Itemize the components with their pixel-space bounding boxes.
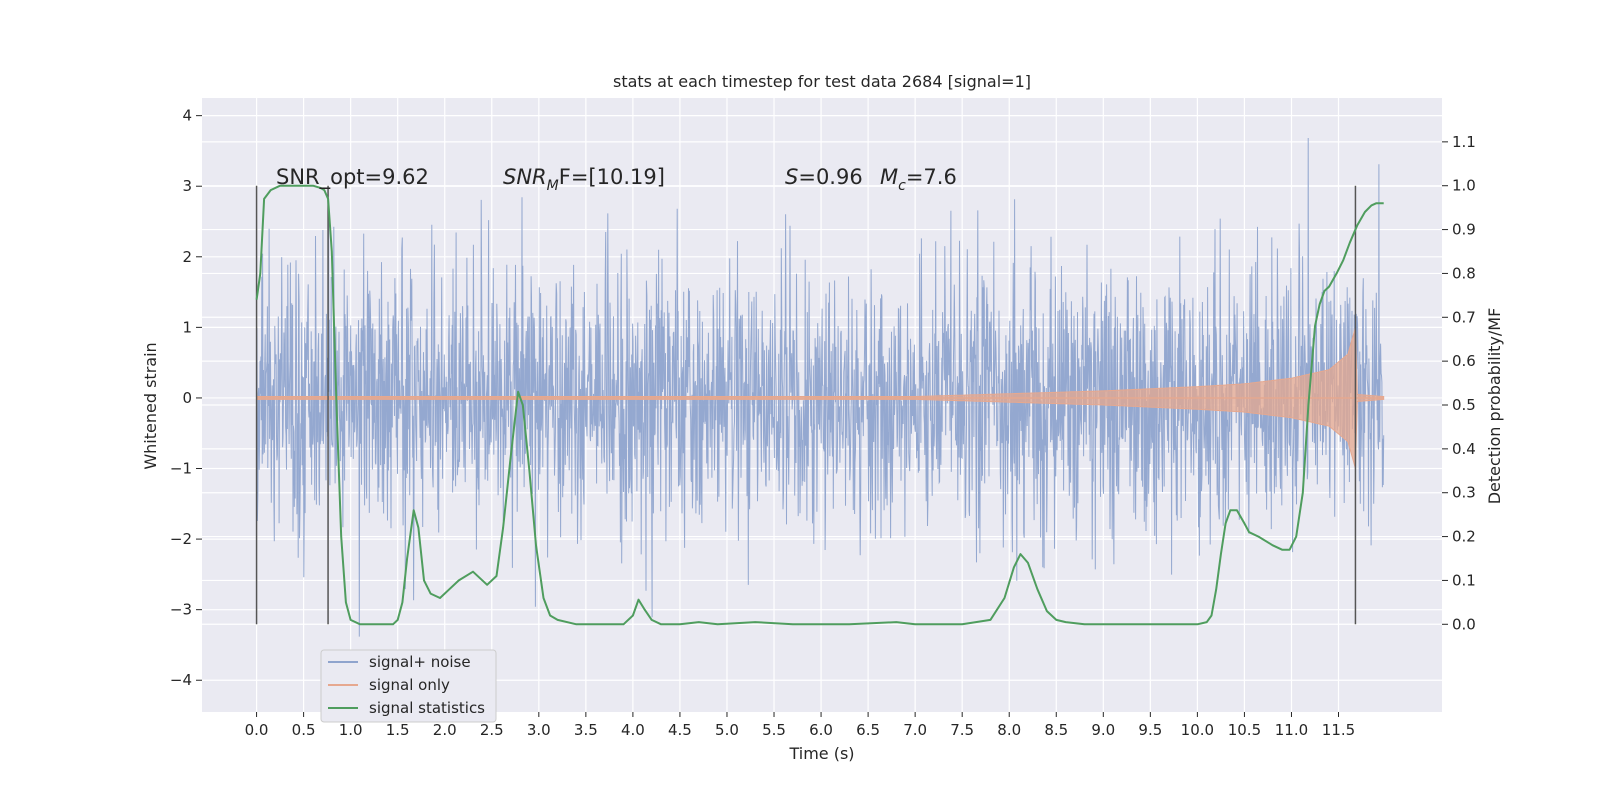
annotation-mc: Mc=7.6: [880, 165, 957, 194]
legend-label-signal-only: signal only: [369, 676, 450, 694]
x-tick-label: 10.5: [1228, 721, 1261, 739]
s-symbol: S: [785, 165, 798, 189]
x-tick-label: 1.5: [386, 721, 410, 739]
chart-title: stats at each timestep for test data 268…: [613, 72, 1031, 91]
x-tick-label: 9.5: [1138, 721, 1162, 739]
x-tick-label: 2.0: [433, 721, 457, 739]
y-left-tick-label: 3: [182, 177, 192, 195]
y-right-tick-label: 0.9: [1452, 221, 1476, 239]
y-right-tick-label: 0.2: [1452, 528, 1476, 546]
vertical-markers: [255, 185, 1357, 625]
x-tick-label: 0.0: [245, 721, 269, 739]
y-right-tick-label: 0.7: [1452, 308, 1476, 326]
x-tick-label: 3.0: [527, 721, 551, 739]
y-right-axis-label: Detection probability/MF: [1485, 308, 1504, 505]
y-left-tick-label: −2: [170, 530, 192, 548]
y-right-tick-label: 0.8: [1452, 264, 1476, 282]
y-left-tick-label: 4: [182, 107, 192, 125]
x-tick-label: 5.5: [762, 721, 786, 739]
x-axis-ticks: 0.0 0.5 1.0 1.5 2.0 2.5 3.0 3.5 4.0 4.5 5.0 5.5 6.0 6…: [245, 712, 1355, 739]
y-left-tick-label: −3: [170, 601, 192, 619]
x-tick-label: 5.0: [715, 721, 739, 739]
snr-mf-sub: M: [547, 178, 559, 194]
mc-value: =7.6: [906, 165, 957, 189]
series-signal-only: [256, 327, 1385, 469]
x-tick-label: 0.5: [292, 721, 316, 739]
snr-mf-main: SNR: [503, 165, 547, 189]
y-right-tick-label: 0.3: [1452, 484, 1476, 502]
x-tick-label: 6.0: [809, 721, 833, 739]
x-tick-label: 9.0: [1091, 721, 1115, 739]
legend-box: [320, 649, 497, 723]
x-tick-label: 4.0: [621, 721, 645, 739]
x-tick-label: 7.5: [950, 721, 974, 739]
y-right-axis-ticks: 1.1 1.0 0.9 0.8 0.7 0.6 0.5 0.4 0.3 0.2 0.1 0.0: [1442, 133, 1476, 633]
y-right-tick-label: 0.5: [1452, 396, 1476, 414]
annotation-snr-opt: SNR_opt=9.62: [276, 165, 429, 190]
x-tick-label: 10.0: [1181, 721, 1214, 739]
y-left-tick-label: 1: [182, 318, 192, 336]
legend-label-signal-plus-noise: signal+ noise: [369, 653, 471, 671]
statistics-line: [255, 184, 1384, 626]
y-right-tick-label: 0.0: [1452, 615, 1476, 633]
x-tick-label: 7.0: [903, 721, 927, 739]
mc-sub: c: [898, 178, 906, 194]
y-right-tick-label: 0.4: [1452, 440, 1476, 458]
x-tick-label: 6.5: [856, 721, 880, 739]
y-left-axis-label: Whitened strain: [141, 342, 160, 469]
x-tick-label: 1.0: [339, 721, 363, 739]
legend: signal+ noise signal only signal statist…: [320, 649, 497, 723]
series-signal-statistics: [255, 184, 1384, 626]
annotation-s: S=0.96: [785, 165, 863, 189]
y-left-tick-label: −1: [170, 460, 192, 478]
s-value: =0.96: [798, 165, 862, 189]
y-right-tick-label: 0.1: [1452, 571, 1476, 589]
y-left-tick-label: 2: [182, 248, 192, 266]
noise-trace: [256, 137, 1385, 637]
legend-label-signal-statistics: signal statistics: [369, 699, 485, 717]
x-axis-label: Time (s): [788, 744, 854, 763]
x-tick-label: 8.0: [997, 721, 1021, 739]
x-tick-label: 2.5: [480, 721, 504, 739]
x-tick-label: 11.0: [1275, 721, 1308, 739]
x-tick-label: 11.5: [1322, 721, 1355, 739]
y-left-tick-label: −4: [170, 671, 192, 689]
series-signal-plus-noise: [256, 137, 1385, 637]
x-tick-label: 4.5: [668, 721, 692, 739]
mc-symbol: M: [880, 165, 898, 189]
x-tick-label: 3.5: [574, 721, 598, 739]
annotation-snr-mf: SNRMF=[10.19]: [503, 165, 665, 194]
y-left-axis-ticks: 4 3 2 1 0 −1 −2 −3 −4: [170, 107, 202, 689]
x-tick-label: 8.5: [1044, 721, 1068, 739]
y-right-tick-label: 0.6: [1452, 352, 1476, 370]
y-right-tick-label: 1.0: [1452, 177, 1476, 195]
snr-mf-rest: F=[10.19]: [559, 165, 665, 189]
y-left-tick-label: 0: [182, 389, 192, 407]
y-right-tick-label: 1.1: [1452, 133, 1476, 151]
